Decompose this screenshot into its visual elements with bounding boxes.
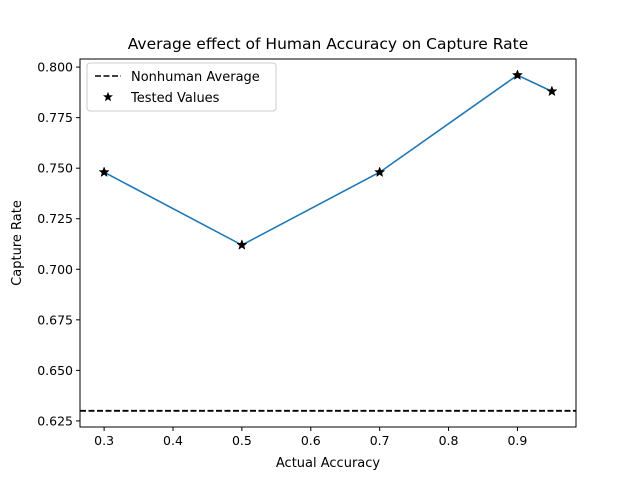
y-tick-label: 0.725 [37, 211, 73, 226]
y-axis-label: Capture Rate [10, 200, 25, 286]
y-tick-label: 0.775 [37, 110, 73, 125]
y-tick-label: 0.650 [37, 363, 73, 378]
y-tick-label: 0.675 [37, 312, 73, 327]
plot-frame [79, 58, 577, 428]
tested-value-point [374, 166, 386, 178]
x-axis-label: Actual Accuracy [276, 456, 381, 471]
tested-value-point [511, 69, 524, 80]
legend-swatch-tested-values [103, 91, 113, 102]
tested-value-point [546, 85, 558, 97]
x-tick-label: 0.3 [94, 433, 114, 448]
legend-label-nonhuman-average: Nonhuman Average [131, 70, 260, 85]
x-tick-label: 0.8 [439, 433, 459, 448]
tested-value-point [236, 239, 248, 250]
tested-value-point [98, 166, 110, 178]
x-tick-label: 0.7 [370, 433, 390, 448]
legend-label-tested-values: Tested Values [130, 91, 220, 106]
y-tick-label: 0.750 [37, 161, 73, 176]
legend-box [86, 62, 277, 112]
legend: Nonhuman Average Tested Values [86, 62, 277, 112]
x-tick-label: 0.9 [507, 433, 527, 448]
x-tick-label: 0.4 [163, 433, 183, 448]
chart-title: Average effect of Human Accuracy on Capt… [128, 35, 529, 53]
x-tick-label: 0.6 [301, 433, 321, 448]
y-tick-label: 0.800 [37, 60, 73, 75]
x-tick-label: 0.5 [232, 433, 252, 448]
y-tick-label: 0.625 [37, 413, 73, 428]
y-tick-label: 0.700 [37, 262, 73, 277]
